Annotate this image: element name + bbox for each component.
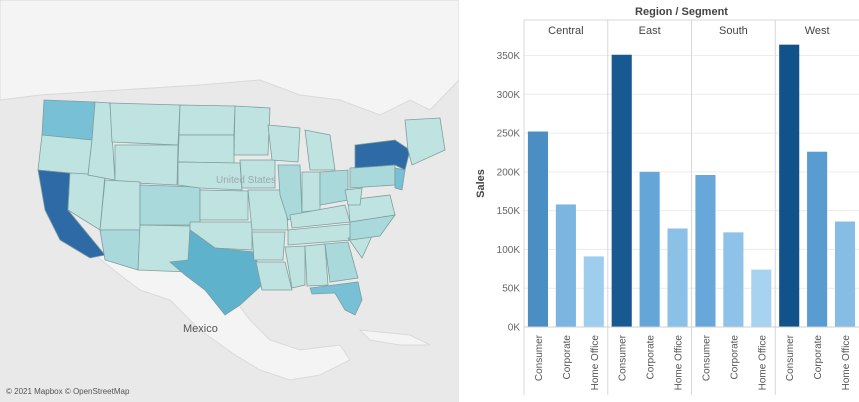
state-pennsylvania[interactable]: [349, 164, 396, 189]
category-label: Consumer: [785, 334, 796, 381]
state-mississippi[interactable]: [284, 245, 306, 289]
bar[interactable]: [807, 151, 828, 327]
state-new-york[interactable]: [354, 139, 411, 171]
y-tick-label: 150K: [497, 206, 521, 217]
category-label: Home Office: [757, 335, 768, 391]
sales-map[interactable]: United States Mexico © 2021 Mapbox © Ope…: [0, 0, 459, 402]
cuba-landmass: [358, 329, 431, 346]
y-tick-label: 100K: [497, 245, 521, 256]
state-colorado[interactable]: [139, 184, 201, 226]
state-florida[interactable]: [309, 281, 363, 316]
region-header: East: [639, 25, 661, 37]
panel-divider: [459, 0, 464, 402]
state-washington[interactable]: [41, 99, 96, 141]
state-georgia[interactable]: [324, 241, 359, 283]
state-idaho[interactable]: [87, 101, 116, 181]
state-montana[interactable]: [109, 102, 181, 146]
bar[interactable]: [583, 256, 604, 327]
y-tick-label: 350K: [497, 51, 521, 62]
state-iowa[interactable]: [239, 159, 276, 189]
state-oklahoma[interactable]: [189, 221, 253, 251]
state-minnesota[interactable]: [233, 105, 271, 156]
state-north-dakota[interactable]: [178, 104, 236, 136]
category-label: Corporate: [562, 335, 573, 380]
state-texas[interactable]: [169, 229, 263, 316]
y-tick-label: 250K: [497, 129, 521, 140]
bar[interactable]: [555, 204, 576, 327]
state-kansas[interactable]: [199, 189, 249, 221]
region-header: Central: [548, 25, 583, 37]
bar[interactable]: [611, 54, 632, 327]
bar[interactable]: [667, 228, 688, 327]
map-attribution: © 2021 Mapbox © OpenStreetMap: [6, 387, 130, 396]
map-canvas: United States Mexico: [0, 0, 459, 381]
category-label: Consumer: [618, 334, 629, 381]
label-united-states: United States: [216, 175, 276, 186]
category-label: Consumer: [534, 334, 545, 381]
state-nebraska[interactable]: [177, 161, 243, 191]
bar[interactable]: [695, 174, 716, 327]
category-label: Corporate: [813, 335, 824, 380]
category-label: Home Office: [590, 335, 601, 391]
sales-bar-chart[interactable]: Region / Segment Sales 0K 50K 100K 150K 200K 25…: [464, 0, 859, 402]
chart-title: Region / Segment: [635, 6, 728, 18]
state-west-virginia[interactable]: [344, 187, 363, 206]
category-label: Corporate: [729, 335, 740, 380]
state-new-england[interactable]: [404, 117, 446, 166]
category-label: Home Office: [841, 335, 852, 391]
y-tick-label: 0K: [508, 323, 521, 334]
y-tick-label: 50K: [502, 284, 520, 295]
region-header: West: [805, 25, 830, 37]
state-utah[interactable]: [99, 179, 141, 231]
bar[interactable]: [723, 232, 744, 327]
label-mexico: Mexico: [183, 323, 218, 335]
state-ohio[interactable]: [319, 169, 349, 206]
state-louisiana[interactable]: [255, 261, 293, 291]
state-arkansas[interactable]: [251, 231, 286, 261]
state-indiana[interactable]: [301, 171, 321, 213]
us-states[interactable]: [37, 99, 446, 316]
y-axis-label: Sales: [475, 169, 487, 198]
y-tick-label: 200K: [497, 167, 521, 178]
bar[interactable]: [639, 171, 660, 327]
region-header: South: [719, 25, 748, 37]
state-alabama[interactable]: [304, 243, 329, 287]
state-new-jersey[interactable]: [394, 167, 406, 191]
bar[interactable]: [751, 269, 772, 327]
category-label: Home Office: [674, 335, 685, 391]
bar[interactable]: [834, 221, 856, 327]
y-tick-label: 300K: [497, 90, 521, 101]
state-wyoming[interactable]: [114, 144, 179, 186]
state-wisconsin[interactable]: [267, 124, 301, 163]
bar[interactable]: [779, 44, 800, 327]
bar[interactable]: [527, 131, 549, 327]
state-oregon[interactable]: [37, 134, 93, 176]
category-label: Corporate: [646, 335, 657, 380]
state-michigan[interactable]: [304, 129, 336, 171]
state-south-dakota[interactable]: [177, 134, 235, 164]
canada-landmass: [0, 0, 459, 116]
chart-canvas: Region / Segment Sales 0K 50K 100K 150K 200K 25…: [475, 6, 859, 395]
category-label: Consumer: [701, 334, 712, 381]
